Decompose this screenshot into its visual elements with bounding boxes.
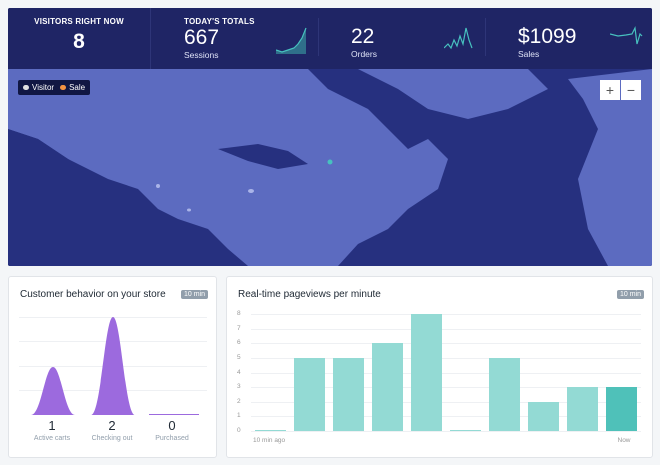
gridline [251, 431, 641, 432]
gridline [251, 387, 641, 389]
legend-visitor: Visitor [32, 83, 55, 92]
sessions-value: 667 [184, 26, 220, 49]
time-range-badge: 10 min [617, 290, 645, 299]
zoom-in-button[interactable]: + [600, 80, 620, 100]
step-checking-out: 2 Checking out [91, 418, 133, 442]
behavior-chart [31, 317, 199, 415]
pageviews-card: Real-time pageviews per minute 10 min 0 1… [226, 276, 653, 458]
bar[interactable] [411, 314, 442, 431]
gridline [251, 328, 641, 330]
totals-label: TODAY'S TOTALS [184, 17, 255, 26]
map-legend: Visitor Sale [18, 80, 91, 95]
customer-behavior-card: Customer behavior on your store 10 min 1… [8, 276, 217, 458]
sales-sparkline [610, 25, 643, 45]
y-tick-label: 4 [237, 368, 241, 376]
bar[interactable] [528, 401, 559, 431]
visitor-dot-icon [23, 85, 29, 90]
checking-out-curve [91, 317, 135, 415]
visitor-map[interactable]: Visitor Sale + − [8, 69, 652, 266]
gridline [251, 357, 641, 359]
y-tick-label: 7 [237, 324, 241, 332]
x-tick-label: Now [617, 437, 631, 444]
bar[interactable] [333, 357, 364, 431]
y-tick-label: 5 [237, 353, 241, 361]
visitors-label: VISITORS RIGHT NOW [34, 17, 124, 26]
bar[interactable] [372, 343, 403, 431]
world-map [8, 69, 652, 266]
time-range-badge: 10 min [181, 290, 209, 299]
sale-dot-icon [60, 85, 67, 90]
y-tick-label: 3 [237, 383, 241, 391]
y-tick-label: 8 [237, 310, 241, 317]
gridline [251, 314, 641, 315]
gridline [251, 401, 641, 403]
bar[interactable] [450, 430, 481, 431]
bar[interactable] [489, 357, 520, 431]
legend-sale: Sale [69, 83, 86, 92]
sales-value: $1099 [518, 25, 577, 48]
gridline [251, 416, 641, 418]
visitors-value: 8 [73, 30, 85, 53]
x-tick-label: 10 min ago [253, 437, 286, 444]
sessions-label: Sessions [184, 50, 219, 60]
active-carts-curve [31, 367, 75, 415]
y-tick-label: 1 [237, 412, 241, 420]
step-active-carts: 1 Active carts [33, 418, 71, 442]
bar[interactable] [606, 387, 637, 431]
orders-value: 22 [351, 25, 375, 48]
orders-sparkline [444, 27, 473, 50]
live-view-panel: VISITORS RIGHT NOW 8 TODAY'S TOTALS 667 … [8, 8, 652, 266]
bar[interactable] [567, 387, 598, 431]
orders-label: Orders [351, 49, 377, 59]
y-tick-label: 6 [237, 339, 241, 347]
sessions-sparkline [276, 27, 307, 54]
gridline [251, 372, 641, 374]
gridline [251, 343, 641, 345]
y-tick-label: 0 [237, 427, 241, 434]
bar[interactable] [255, 430, 286, 431]
bar[interactable] [294, 357, 325, 431]
sales-label: Sales [518, 49, 540, 59]
step-purchased: 0 Purchased [155, 418, 189, 442]
pageviews-title: Real-time pageviews per minute [238, 289, 381, 300]
stats-header: VISITORS RIGHT NOW 8 TODAY'S TOTALS 667 … [8, 8, 652, 69]
zoom-out-button[interactable]: − [621, 80, 641, 100]
y-tick-label: 2 [237, 397, 241, 405]
customer-behavior-title: Customer behavior on your store [20, 289, 166, 300]
